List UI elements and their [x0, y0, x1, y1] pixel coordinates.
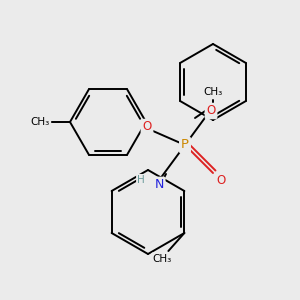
Text: H: H	[137, 175, 145, 185]
Text: O: O	[216, 175, 226, 188]
Text: O: O	[206, 104, 216, 118]
Text: CH₃: CH₃	[30, 117, 50, 127]
Text: O: O	[142, 121, 152, 134]
Text: P: P	[181, 139, 189, 152]
Text: N: N	[154, 178, 164, 191]
Text: CH₃: CH₃	[153, 254, 172, 264]
Text: CH₃: CH₃	[203, 87, 223, 97]
